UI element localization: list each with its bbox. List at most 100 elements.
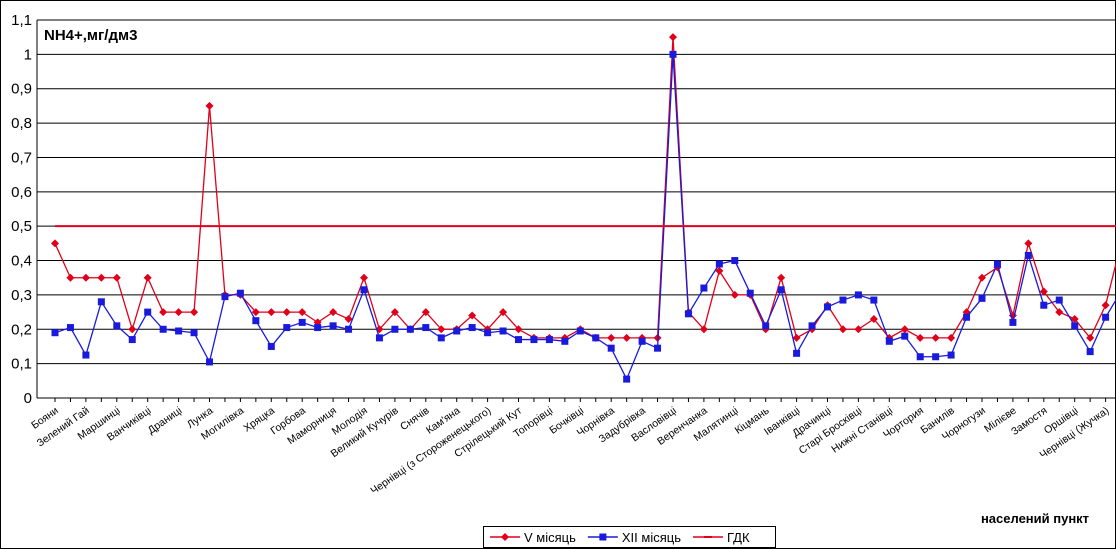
y-tick-label: 0,6 — [11, 184, 32, 201]
marker — [267, 308, 276, 317]
series-line — [54, 54, 1116, 381]
marker — [1024, 251, 1032, 259]
marker — [190, 329, 198, 337]
marker — [599, 533, 607, 541]
marker — [838, 325, 847, 334]
y-tick-label: 0,4 — [11, 253, 32, 270]
marker — [51, 239, 59, 248]
legend-box — [483, 526, 776, 548]
marker — [143, 273, 152, 282]
marker — [746, 289, 754, 297]
y-tick-label: 0 — [24, 390, 32, 407]
marker — [1055, 296, 1063, 304]
marker — [885, 337, 893, 345]
marker — [499, 327, 507, 335]
marker — [638, 337, 646, 345]
marker — [777, 273, 786, 282]
marker — [669, 33, 677, 42]
marker — [1086, 333, 1095, 342]
marker — [421, 308, 430, 317]
y-tick-label: 0,5 — [11, 218, 32, 235]
marker — [824, 303, 831, 311]
marker — [1101, 301, 1110, 310]
marker — [66, 273, 75, 282]
marker — [947, 351, 955, 359]
marker — [437, 334, 445, 342]
legend: V місяць XII місяць ГДК — [483, 526, 776, 548]
marker — [515, 336, 522, 344]
marker — [715, 266, 724, 275]
marker — [360, 273, 368, 282]
marker — [530, 336, 538, 344]
marker — [916, 333, 925, 342]
marker — [916, 353, 924, 361]
marker — [128, 325, 137, 334]
marker — [623, 375, 631, 383]
marker — [406, 325, 414, 333]
marker — [854, 325, 863, 334]
marker — [684, 310, 692, 318]
marker — [314, 324, 322, 332]
marker — [808, 322, 816, 330]
marker — [900, 325, 909, 334]
y-tick-label: 1,1 — [11, 12, 32, 29]
marker — [777, 286, 785, 294]
marker — [453, 327, 461, 335]
marker — [700, 284, 708, 292]
marker — [82, 351, 90, 359]
marker — [870, 296, 878, 304]
marker — [1070, 314, 1079, 323]
y-tick-label: 0,8 — [11, 115, 32, 132]
marker — [963, 313, 971, 321]
marker — [97, 298, 105, 306]
marker — [854, 291, 862, 299]
marker — [437, 325, 446, 334]
marker — [1024, 239, 1033, 248]
marker — [159, 325, 167, 333]
marker — [792, 333, 801, 342]
marker — [267, 342, 275, 350]
marker — [499, 308, 508, 317]
marker — [422, 324, 430, 332]
marker — [81, 273, 90, 282]
legend-label: XII місяць — [622, 530, 681, 545]
marker — [1039, 287, 1048, 296]
y-tick-label: 0,1 — [11, 356, 32, 373]
y-tick-label: 0,2 — [11, 321, 32, 338]
marker — [699, 325, 708, 334]
marker — [1009, 318, 1017, 326]
marker — [113, 322, 121, 330]
marker — [468, 311, 477, 320]
marker — [51, 329, 59, 337]
marker — [206, 358, 213, 366]
y-tick-label: 0,9 — [11, 81, 32, 98]
marker — [762, 322, 770, 330]
marker — [607, 344, 615, 352]
marker — [1055, 308, 1064, 317]
marker — [221, 293, 229, 301]
marker — [174, 308, 183, 317]
marker — [901, 332, 909, 340]
marker — [391, 325, 399, 333]
marker — [128, 336, 136, 344]
marker — [190, 308, 199, 317]
marker — [298, 308, 307, 317]
marker — [592, 334, 600, 342]
marker — [375, 334, 383, 342]
marker — [252, 317, 260, 325]
marker — [978, 273, 986, 282]
marker — [283, 324, 291, 332]
marker — [514, 325, 523, 334]
marker — [282, 308, 291, 317]
marker — [932, 353, 940, 361]
marker — [1086, 348, 1094, 356]
marker — [329, 322, 337, 330]
marker — [329, 308, 338, 317]
marker — [501, 533, 509, 541]
marker — [839, 296, 847, 304]
marker — [345, 325, 353, 333]
marker — [236, 289, 244, 297]
y-tick-label: 1 — [24, 46, 32, 63]
